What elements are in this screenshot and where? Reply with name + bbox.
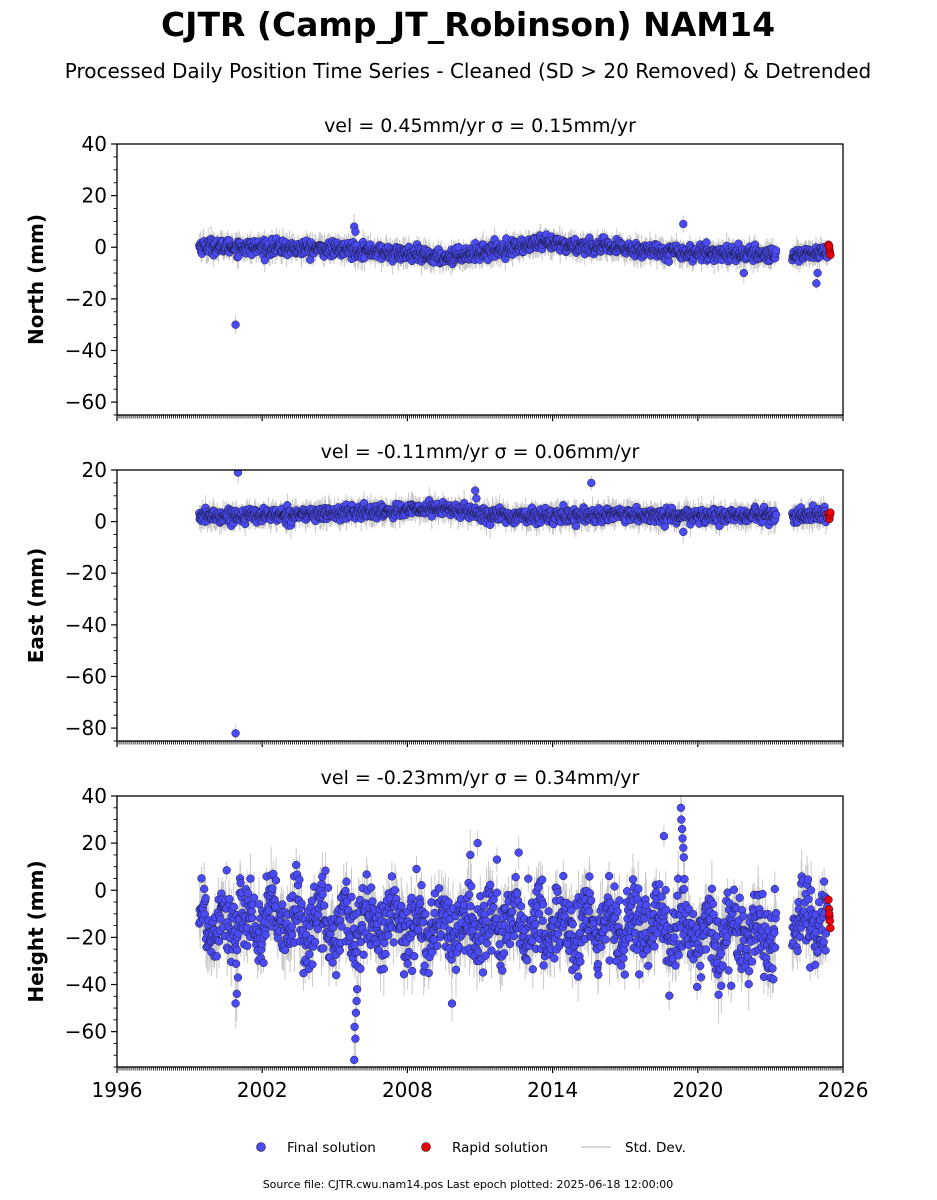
north-panel: vel = 0.45mm/yr σ = 0.15mm/yr 40 20 0 −20 −4… (24, 115, 844, 421)
north-rapid-points (824, 240, 835, 260)
north-final-point (771, 246, 781, 255)
figure-title: CJTR (Camp_JT_Robinson) NAM14 (161, 5, 775, 44)
north-rapid-point (826, 250, 835, 260)
north-final-point (702, 238, 711, 247)
north-final-point (739, 268, 748, 278)
east-panel: vel = -0.11mm/yr σ = 0.06mm/yr 200−20−40… (24, 441, 844, 747)
north-final-point (813, 268, 822, 278)
north-panel-title: vel = 0.45mm/yr σ = 0.15mm/yr (324, 115, 636, 137)
north-final-point (679, 219, 688, 229)
east-panel-title: vel = -0.11mm/yr σ = 0.06mm/yr (321, 441, 640, 463)
north-final-point (734, 239, 743, 248)
north-rapid-point (825, 241, 834, 251)
east-std-dev-bars (198, 470, 828, 741)
north-y-tick-label: 0 (94, 235, 107, 259)
north-final-point (812, 279, 821, 288)
north-final-point (351, 227, 360, 236)
north-y-tick-label: −20 (65, 287, 107, 311)
north-y-tick-label: −60 (65, 390, 107, 414)
north-plot-frame (116, 143, 844, 416)
east-final-points (195, 470, 832, 738)
north-y-tick-label: 20 (82, 184, 107, 208)
north-final-point (664, 257, 673, 266)
north-y-tick-label: 40 (82, 132, 107, 156)
north-final-point (260, 256, 269, 265)
figure-subtitle: Processed Daily Position Time Series - C… (65, 59, 871, 83)
north-std-dev-bars (198, 213, 828, 334)
north-final-point (231, 320, 240, 329)
north-y-tick-label: −40 (65, 338, 107, 362)
north-final-point (234, 252, 243, 261)
north-final-points (195, 219, 832, 329)
north-y-axis-label: North (mm) (24, 214, 48, 345)
